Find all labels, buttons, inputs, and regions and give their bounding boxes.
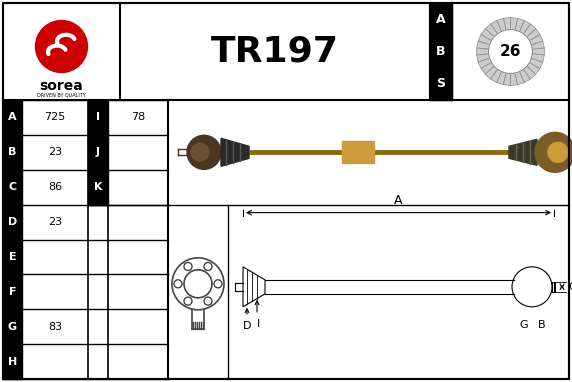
Bar bbox=[88, 100, 108, 135]
Text: B: B bbox=[436, 45, 446, 58]
Polygon shape bbox=[519, 21, 530, 34]
Text: K: K bbox=[94, 182, 102, 192]
Text: 86: 86 bbox=[48, 182, 62, 192]
Polygon shape bbox=[523, 24, 536, 37]
Text: 23: 23 bbox=[48, 217, 62, 227]
Bar bbox=[3, 240, 22, 274]
Polygon shape bbox=[530, 58, 543, 68]
Polygon shape bbox=[496, 18, 506, 31]
Polygon shape bbox=[491, 69, 502, 83]
Bar bbox=[430, 68, 452, 100]
Polygon shape bbox=[221, 138, 249, 166]
Polygon shape bbox=[527, 63, 540, 74]
Polygon shape bbox=[481, 63, 494, 74]
Text: I: I bbox=[257, 319, 261, 329]
Bar bbox=[342, 141, 374, 163]
Polygon shape bbox=[503, 73, 510, 86]
Text: A: A bbox=[436, 13, 446, 26]
Text: D: D bbox=[8, 217, 17, 227]
Bar bbox=[430, 3, 452, 35]
Bar bbox=[3, 170, 22, 205]
Text: 78: 78 bbox=[131, 112, 145, 123]
Polygon shape bbox=[503, 18, 510, 30]
Polygon shape bbox=[523, 66, 536, 79]
Polygon shape bbox=[485, 24, 498, 37]
Text: 725: 725 bbox=[45, 112, 66, 123]
Polygon shape bbox=[531, 54, 545, 62]
Text: S: S bbox=[436, 77, 446, 90]
Polygon shape bbox=[531, 41, 545, 49]
Polygon shape bbox=[527, 29, 540, 40]
Bar bbox=[430, 35, 452, 68]
Bar bbox=[3, 274, 22, 309]
Text: B: B bbox=[9, 147, 17, 157]
Polygon shape bbox=[530, 34, 543, 45]
Bar bbox=[88, 170, 108, 205]
Text: G: G bbox=[8, 322, 17, 332]
Polygon shape bbox=[510, 73, 518, 86]
Bar bbox=[3, 205, 22, 240]
Circle shape bbox=[187, 135, 221, 169]
Polygon shape bbox=[476, 54, 490, 62]
Polygon shape bbox=[481, 29, 494, 40]
Circle shape bbox=[535, 132, 572, 172]
Text: DRIVEN BY QUALITY: DRIVEN BY QUALITY bbox=[37, 92, 86, 97]
Bar bbox=[3, 135, 22, 170]
Polygon shape bbox=[533, 48, 545, 55]
Bar bbox=[3, 309, 22, 344]
Bar bbox=[3, 100, 22, 135]
Polygon shape bbox=[510, 18, 518, 30]
Text: A: A bbox=[8, 112, 17, 123]
Circle shape bbox=[35, 21, 88, 73]
Text: TR197: TR197 bbox=[211, 34, 339, 68]
Text: C: C bbox=[9, 182, 17, 192]
Polygon shape bbox=[491, 21, 502, 34]
Text: J: J bbox=[96, 147, 100, 157]
Polygon shape bbox=[515, 71, 525, 85]
Text: B: B bbox=[538, 320, 546, 330]
Polygon shape bbox=[496, 71, 506, 85]
Text: 83: 83 bbox=[48, 322, 62, 332]
Text: F: F bbox=[9, 287, 16, 297]
Polygon shape bbox=[485, 66, 498, 79]
Text: sorea: sorea bbox=[39, 79, 84, 93]
Polygon shape bbox=[478, 58, 491, 68]
Bar bbox=[3, 344, 22, 379]
Text: H: H bbox=[8, 356, 17, 367]
Bar bbox=[88, 135, 108, 170]
Text: 26: 26 bbox=[500, 44, 521, 59]
Polygon shape bbox=[509, 139, 537, 165]
Text: 23: 23 bbox=[48, 147, 62, 157]
Circle shape bbox=[548, 142, 568, 162]
Polygon shape bbox=[515, 18, 525, 31]
Text: D: D bbox=[243, 321, 251, 331]
Circle shape bbox=[488, 29, 533, 73]
Text: A: A bbox=[394, 194, 403, 207]
Text: G: G bbox=[520, 320, 529, 330]
Text: C: C bbox=[568, 282, 572, 292]
Polygon shape bbox=[478, 34, 491, 45]
Text: I: I bbox=[96, 112, 100, 123]
Polygon shape bbox=[519, 69, 530, 83]
Polygon shape bbox=[476, 48, 488, 55]
Circle shape bbox=[191, 143, 209, 161]
Text: E: E bbox=[9, 252, 17, 262]
Polygon shape bbox=[476, 41, 490, 49]
